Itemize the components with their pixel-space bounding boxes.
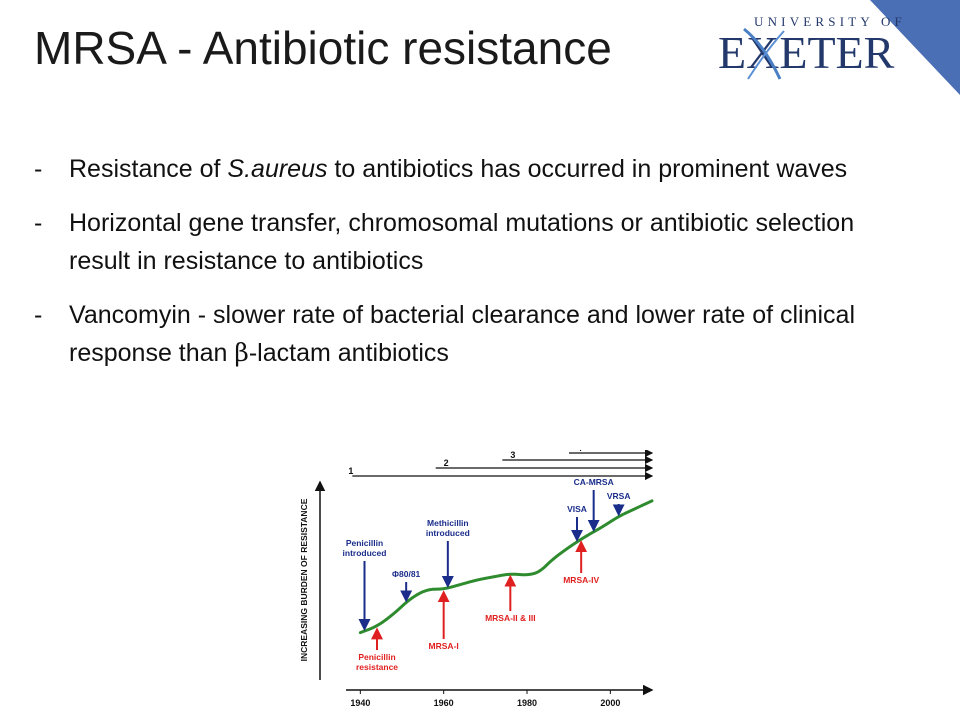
event-label: CA-MRSA <box>574 477 614 487</box>
corner-accent-shape <box>870 0 960 95</box>
event-label: resistance <box>356 662 398 672</box>
event-label: introduced <box>426 528 470 538</box>
resistance-waves-chart: 1234 PenicillinintroducedΦ80/81Methicill… <box>296 450 666 720</box>
x-tick-label: 2000 <box>600 698 620 708</box>
event-label: Methicillin <box>427 518 469 528</box>
event-label: MRSA-I <box>429 641 459 651</box>
x-tick-label: 1960 <box>434 698 454 708</box>
bullet-item: - Vancomyin - slower rate of bacterial c… <box>34 301 856 367</box>
wave-label-4: 4 <box>577 450 582 453</box>
bullet-item: - Horizontal gene transfer, chromosomal … <box>34 209 855 275</box>
event-label: Penicillin <box>358 652 395 662</box>
event-label: Φ80/81 <box>392 569 421 579</box>
resistance-curve <box>358 499 654 635</box>
event-label: introduced <box>343 548 387 558</box>
event-label: MRSA-IV <box>563 575 599 585</box>
x-tick-label: 1940 <box>350 698 370 708</box>
wave-label-1: 1 <box>348 466 353 476</box>
event-label: VRSA <box>607 491 631 501</box>
wave-label-3: 3 <box>510 450 515 460</box>
y-axis-label: INCREASING BURDEN OF RESISTANCE <box>299 498 309 661</box>
bullet-item: - Resistance of S.aureus to antibiotics … <box>34 155 848 183</box>
chart-svg: 1234 PenicillinintroducedΦ80/81Methicill… <box>299 450 654 708</box>
event-label: VISA <box>567 504 587 514</box>
university-of-exeter-logo: UNIVERSITY OF EX ETER <box>718 14 906 80</box>
event-label: MRSA-II & III <box>485 613 536 623</box>
bullet-list: - Resistance of S.aureus to antibiotics … <box>34 150 914 388</box>
wave-label-2: 2 <box>444 458 449 468</box>
x-tick-label: 1980 <box>517 698 537 708</box>
event-label: Penicillin <box>346 538 383 548</box>
page-title: MRSA - Antibiotic resistance <box>34 22 612 74</box>
